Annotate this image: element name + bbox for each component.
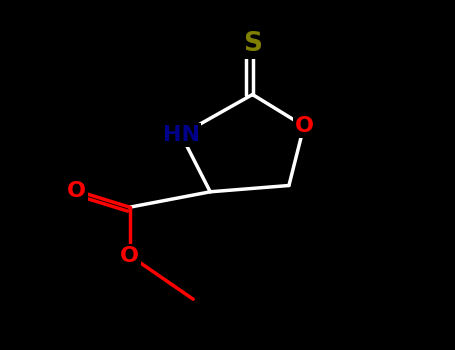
Text: O: O — [120, 245, 139, 266]
Text: O: O — [294, 116, 313, 136]
Text: HN: HN — [162, 125, 200, 145]
Text: O: O — [67, 181, 86, 201]
Text: S: S — [243, 31, 262, 57]
